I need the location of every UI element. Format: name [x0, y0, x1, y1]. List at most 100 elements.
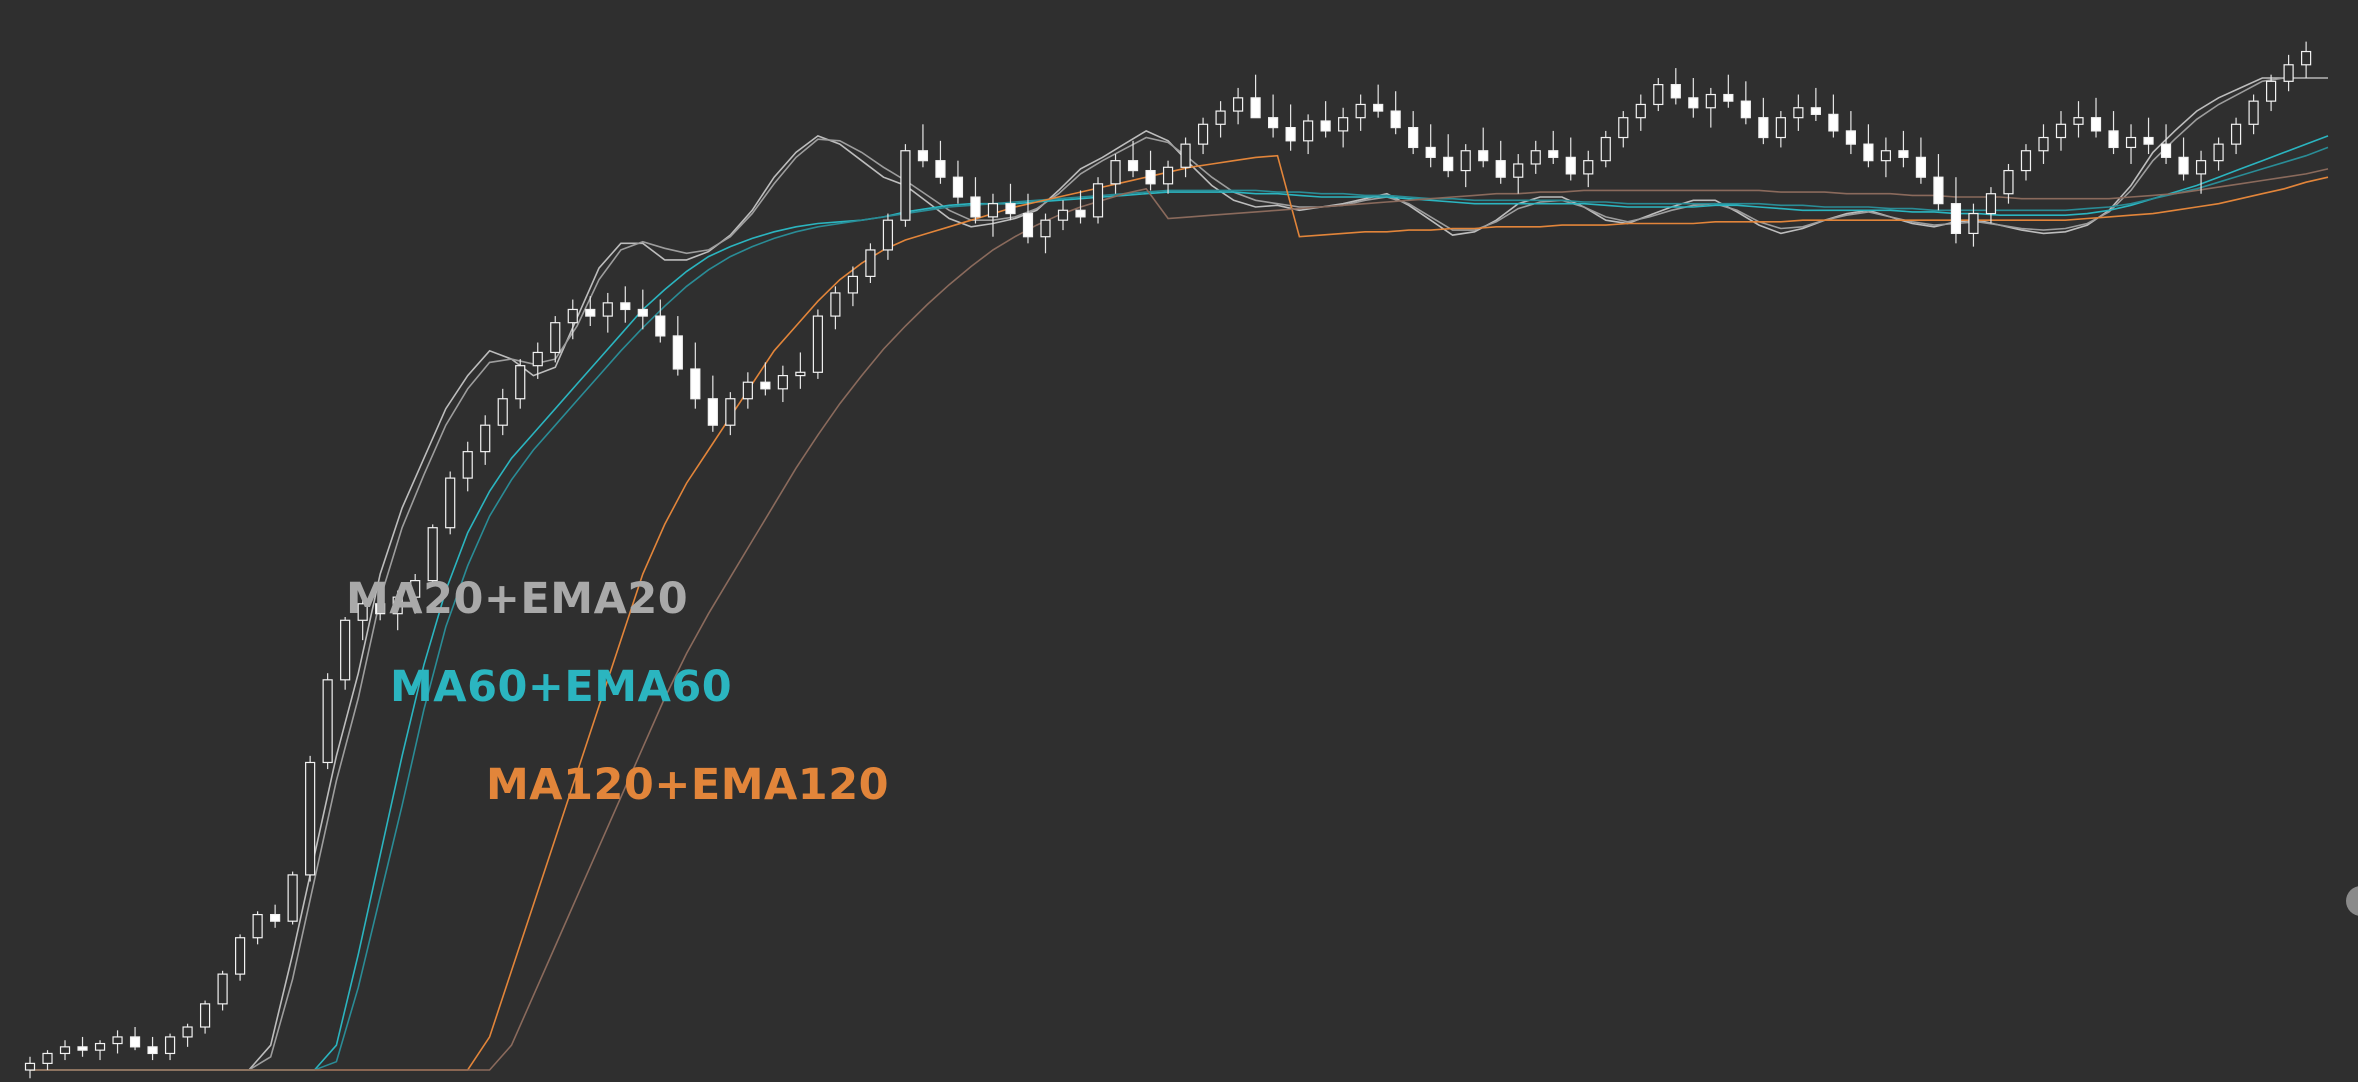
candle	[515, 359, 526, 409]
candle	[1618, 111, 1629, 148]
candle-body-up	[1775, 117, 1786, 139]
candle	[1495, 140, 1506, 184]
candle	[1775, 111, 1786, 148]
candle	[2301, 41, 2312, 78]
candle-body-up	[2055, 123, 2067, 139]
candle-body-up	[305, 761, 316, 876]
candle	[1303, 114, 1314, 155]
candle	[497, 388, 508, 436]
candle-body-down	[1863, 143, 1874, 162]
candle	[1968, 203, 1979, 247]
candle	[760, 362, 771, 396]
candle	[1180, 137, 1191, 178]
candle-body-down	[1495, 160, 1506, 178]
candle-body-up	[1040, 219, 1051, 238]
candle	[987, 193, 999, 237]
candle-body-down	[77, 1046, 88, 1051]
line-ema20	[30, 77, 2328, 1071]
candle-body-down	[917, 150, 929, 162]
candle	[1127, 140, 1139, 178]
candle	[1915, 137, 1927, 184]
candle	[1215, 101, 1226, 138]
candle-body-up	[410, 580, 421, 598]
candle	[305, 755, 316, 882]
candle	[1460, 144, 1471, 188]
candle	[1110, 154, 1121, 194]
candle	[620, 286, 631, 323]
candle	[1513, 154, 1524, 194]
candle-body-up	[1162, 166, 1174, 185]
candle	[1810, 87, 1821, 121]
candle-body-up	[1600, 136, 1611, 162]
candle	[1933, 154, 1944, 211]
candle-body-down	[1127, 160, 1139, 172]
candle-body-down	[1740, 100, 1751, 119]
candle-body-down	[1320, 120, 1331, 132]
candle-body-up	[235, 937, 246, 975]
candle	[1653, 78, 1664, 112]
candle	[1250, 74, 1261, 119]
candle-body-down	[1548, 150, 1559, 158]
candle	[1600, 130, 1611, 168]
candle	[1548, 130, 1559, 164]
candle	[2055, 111, 2067, 151]
candle-body-up	[427, 527, 438, 582]
candle-body-up	[445, 477, 456, 529]
candle	[287, 871, 298, 925]
candle	[812, 309, 823, 379]
chart-scroll-handle[interactable]	[2346, 886, 2358, 916]
candle	[1758, 97, 1769, 145]
candle	[2073, 101, 2084, 138]
candle	[340, 616, 351, 690]
candle-body-up	[287, 874, 298, 922]
candle	[77, 1036, 88, 1057]
candle-body-up	[322, 679, 333, 764]
candle	[24, 1056, 36, 1079]
candle-body-down	[760, 381, 771, 390]
candle-body-up	[1180, 143, 1191, 168]
candle-body-down	[2160, 143, 2172, 158]
candle	[1565, 137, 1576, 181]
candle-body-down	[1022, 212, 1034, 238]
candle-body-down	[147, 1046, 158, 1055]
candle-body-up	[882, 219, 894, 251]
candle	[1793, 94, 1804, 131]
candle-body-up	[2073, 117, 2084, 125]
candle-body-down	[375, 603, 386, 615]
candle	[1898, 130, 1909, 168]
candle-body-up	[357, 603, 368, 621]
candle-body-down	[1845, 130, 1856, 145]
candle-body-up	[1635, 103, 1646, 119]
candle	[217, 970, 228, 1011]
candle-body-up	[847, 275, 859, 294]
candle-body-up	[742, 381, 753, 400]
candle-body-up	[24, 1062, 36, 1071]
candle-body-up	[182, 1026, 193, 1038]
candle-body-up	[164, 1036, 176, 1055]
candle-body-down	[620, 302, 631, 311]
candle	[199, 1000, 211, 1034]
candle-body-down	[1075, 209, 1086, 218]
candle-body-down	[1828, 113, 1839, 132]
legend-label-ma20-ema20: MA20+EMA20	[346, 574, 689, 624]
candle	[795, 352, 806, 389]
candle-body-down	[1408, 126, 1419, 149]
candle	[672, 316, 683, 376]
candle	[1828, 94, 1839, 138]
candle-body-up	[2125, 136, 2137, 149]
candle-body-down	[655, 315, 666, 337]
candle	[445, 471, 456, 535]
candle	[1022, 193, 1034, 244]
candle-body-down	[2108, 130, 2119, 149]
candle-body-up	[1653, 84, 1664, 106]
legend-label-ma60-ema60: MA60+EMA60	[390, 662, 733, 712]
candle-body-up	[1110, 160, 1121, 185]
candle-body-up	[2283, 64, 2294, 82]
candle-body-down	[129, 1036, 141, 1048]
candle	[952, 160, 964, 204]
candle	[2248, 94, 2259, 135]
candle-body-down	[270, 913, 281, 922]
candle	[1740, 81, 1751, 125]
candle-body-up	[1057, 209, 1069, 221]
